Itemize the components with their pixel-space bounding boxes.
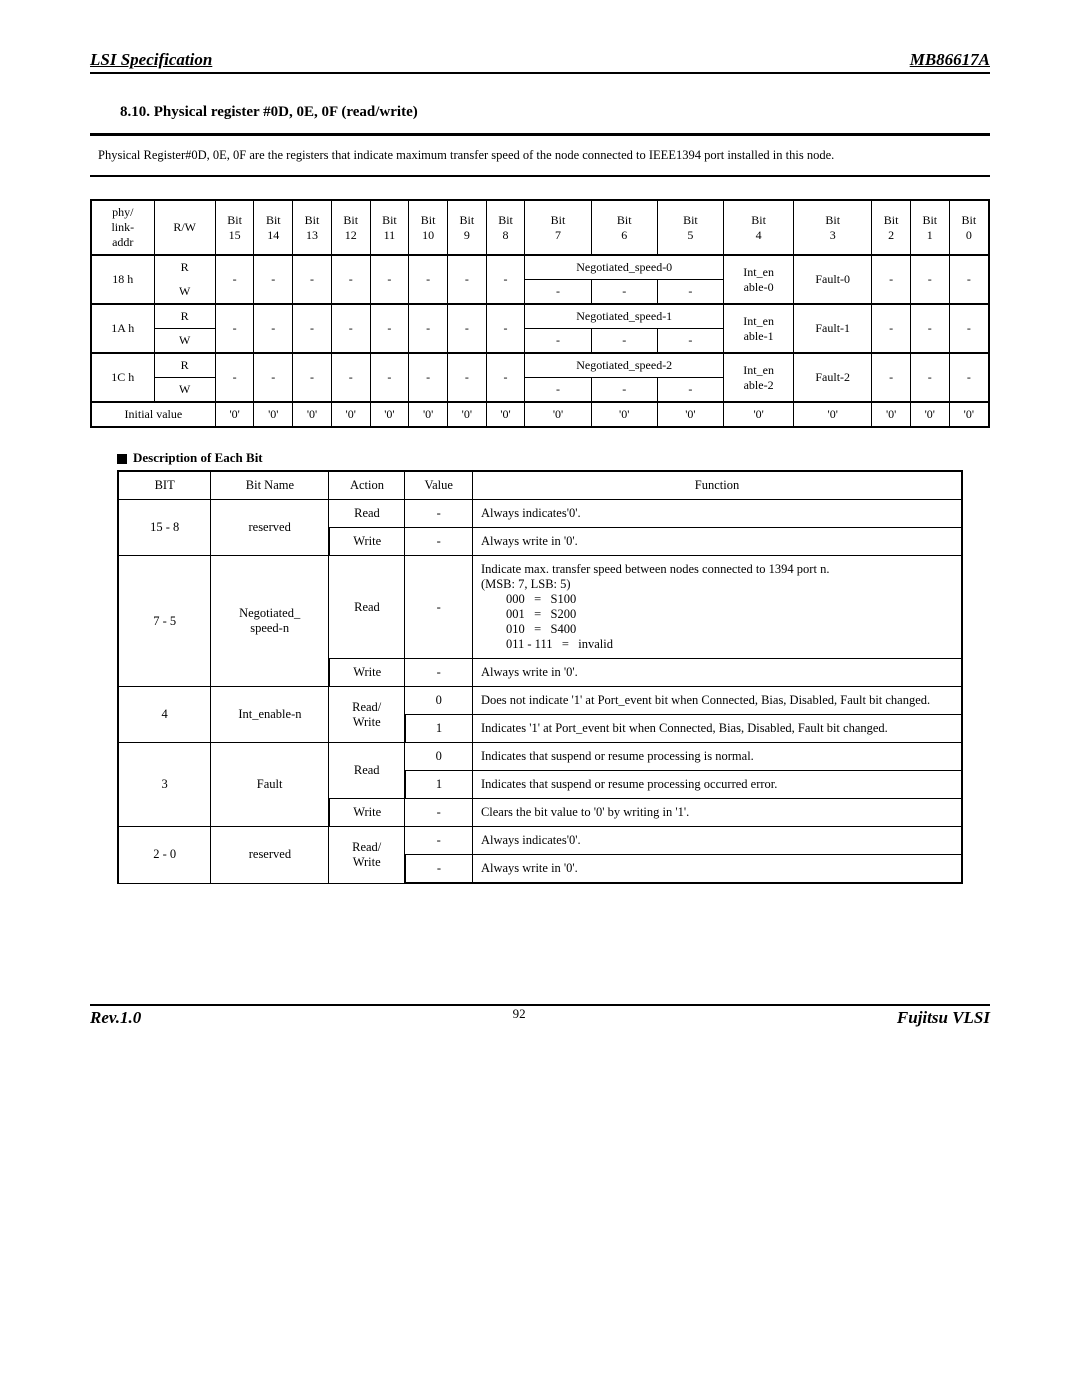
neg-speed-2: Negotiated_speed-2	[525, 353, 724, 378]
neg-speed-1: Negotiated_speed-1	[525, 304, 724, 329]
bit-12: Bit12	[331, 200, 370, 255]
neg-speed-0: Negotiated_speed-0	[525, 255, 724, 280]
fault-1: Fault-1	[794, 304, 872, 353]
fault-0: Fault-0	[794, 255, 872, 304]
bit-7: Bit7	[525, 200, 591, 255]
rw-w: W	[154, 280, 215, 305]
bit-1: Bit1	[910, 200, 949, 255]
bit-13: Bit13	[293, 200, 332, 255]
int-enable-0: Int_en able-0	[724, 255, 794, 304]
bit-3: Bit3	[794, 200, 872, 255]
bit-10: Bit10	[409, 200, 448, 255]
page-header: LSI Specification MB86617A	[90, 50, 990, 74]
addr-18h: 18 h	[91, 255, 154, 304]
col-action: Action	[329, 471, 405, 500]
int-enable-1: Int_en able-1	[724, 304, 794, 353]
rw-r: R	[154, 255, 215, 280]
footer-page: 92	[513, 1006, 526, 1026]
bit-15: Bit15	[215, 200, 254, 255]
int-enable-2: Int_en able-2	[724, 353, 794, 402]
header-left: LSI Specification	[90, 50, 212, 70]
col-function: Function	[472, 471, 962, 500]
initial-value-label: Initial value	[91, 402, 215, 427]
bit-14: Bit14	[254, 200, 293, 255]
register-table: phy/ link- addr R/W Bit15 Bit14 Bit13 Bi…	[90, 199, 990, 428]
page-footer: Rev.1.0 92 Fujitsu VLSI	[90, 1004, 990, 1028]
bit-4: Bit4	[724, 200, 794, 255]
bit-5: Bit5	[657, 200, 723, 255]
bit-11: Bit11	[370, 200, 409, 255]
fault-2: Fault-2	[794, 353, 872, 402]
footer-left: Rev.1.0	[90, 1008, 141, 1028]
bit-6: Bit6	[591, 200, 657, 255]
section-title: 8.10. Physical register #0D, 0E, 0F (rea…	[120, 104, 990, 121]
addr-1ch: 1C h	[91, 353, 154, 402]
bit-9: Bit9	[447, 200, 486, 255]
col-addr: phy/ link- addr	[91, 200, 154, 255]
col-rw: R/W	[154, 200, 215, 255]
intro-box: Physical Register#0D, 0E, 0F are the reg…	[90, 133, 990, 177]
desc-title: Description of Each Bit	[117, 450, 990, 466]
col-value: Value	[405, 471, 473, 500]
bit-2: Bit2	[872, 200, 911, 255]
bit-8: Bit8	[486, 200, 525, 255]
col-bit: BIT	[118, 471, 211, 500]
header-right: MB86617A	[910, 50, 990, 70]
footer-right: Fujitsu VLSI	[897, 1008, 990, 1028]
description-table: BIT Bit Name Action Value Function 15 - …	[117, 470, 963, 884]
square-icon	[117, 454, 127, 464]
addr-1ah: 1A h	[91, 304, 154, 353]
col-name: Bit Name	[211, 471, 329, 500]
bit-0: Bit0	[949, 200, 989, 255]
